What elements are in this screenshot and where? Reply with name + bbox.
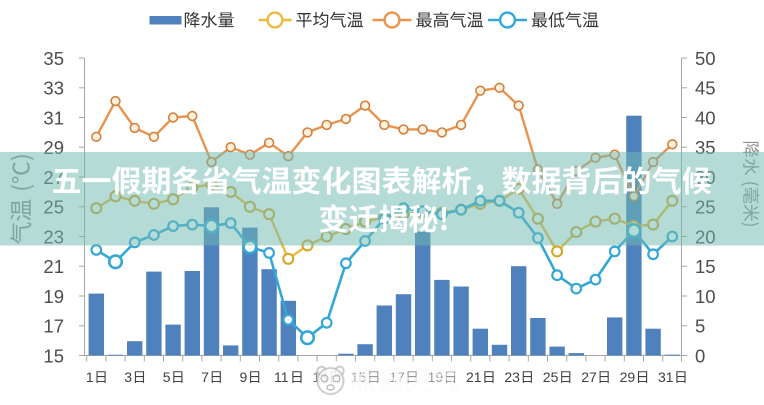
svg-text:45: 45 (695, 78, 716, 99)
svg-text:35: 35 (43, 48, 64, 69)
svg-text:33: 33 (43, 78, 64, 99)
svg-text:5: 5 (163, 369, 171, 385)
svg-text:7: 7 (201, 369, 209, 385)
svg-text:11: 11 (274, 369, 289, 385)
svg-text:31: 31 (658, 369, 674, 385)
svg-text:17: 17 (43, 316, 64, 337)
svg-text:1: 1 (86, 369, 94, 385)
svg-text:21: 21 (43, 256, 64, 277)
svg-text:15: 15 (695, 256, 716, 277)
svg-text:29: 29 (620, 369, 636, 385)
svg-text:5: 5 (695, 316, 705, 337)
svg-text:40: 40 (695, 107, 716, 128)
svg-text:27: 27 (581, 369, 597, 385)
svg-text:10: 10 (695, 286, 716, 307)
svg-text:23: 23 (504, 369, 520, 385)
svg-text:21: 21 (466, 369, 482, 385)
svg-text:50: 50 (695, 48, 716, 69)
svg-text:31: 31 (43, 107, 64, 128)
svg-text:3: 3 (124, 369, 132, 385)
svg-text:15: 15 (43, 345, 64, 366)
svg-text:9: 9 (240, 369, 248, 385)
svg-text:19: 19 (43, 286, 64, 307)
svg-text:0: 0 (695, 345, 705, 366)
svg-text:25: 25 (543, 369, 559, 385)
